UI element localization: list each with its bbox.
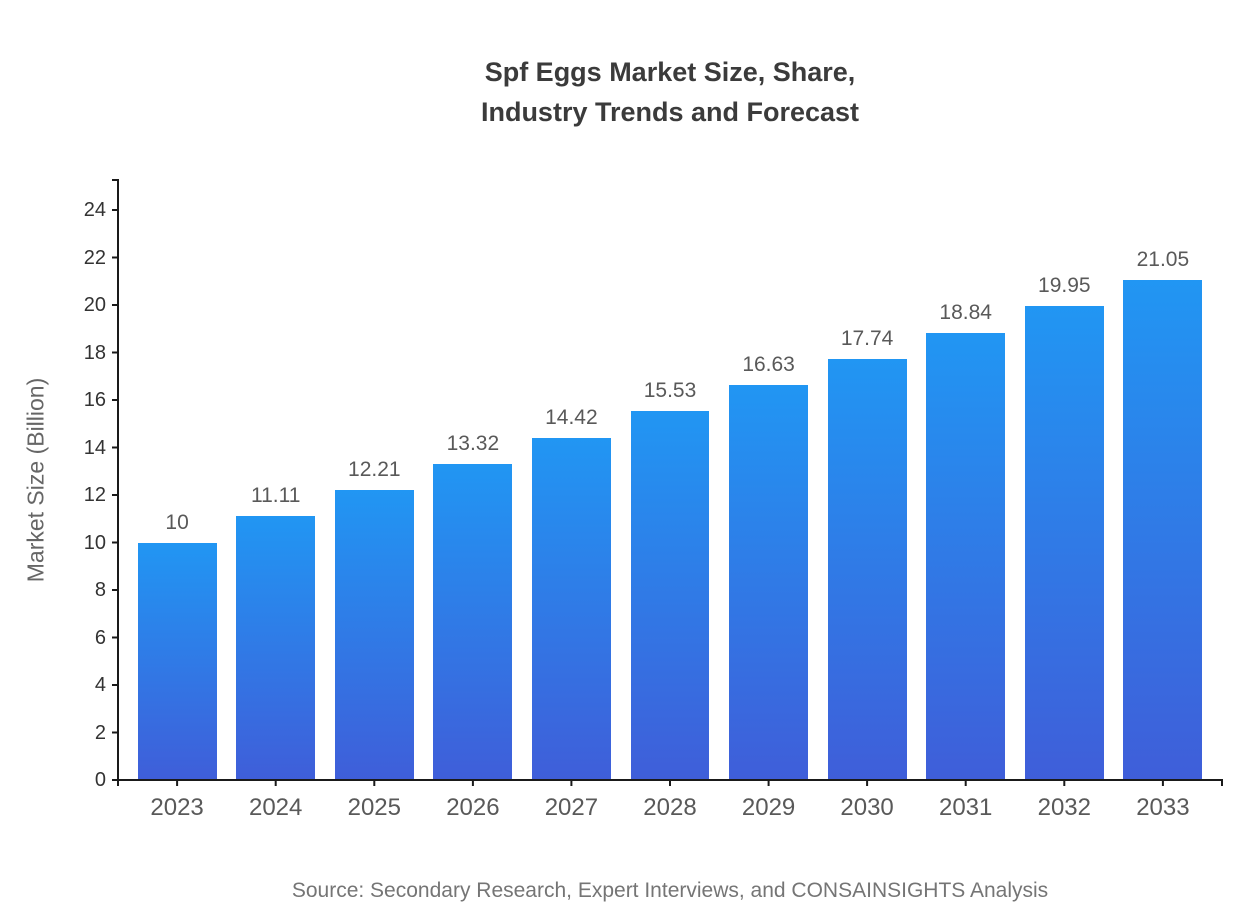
bar-2028 (630, 411, 710, 780)
bar-value-label: 12.21 (348, 458, 401, 481)
y-tick-label: 24 (83, 199, 106, 221)
bar-2026 (433, 463, 513, 780)
chart-title: Spf Eggs Market Size, Share, Industry Tr… (118, 52, 1222, 132)
x-tick-label: 2025 (347, 794, 401, 821)
bar-2023 (137, 542, 217, 780)
y-tick-label: 22 (83, 246, 106, 269)
bar-2024 (236, 516, 316, 780)
bar-value-label: 21.05 (1136, 248, 1190, 272)
x-tick-label: 2028 (643, 794, 697, 821)
bar-value-label: 15.53 (643, 379, 697, 403)
y-tick-label: 12 (83, 484, 106, 506)
bar-value-label: 14.42 (545, 405, 598, 429)
bar-2030 (827, 358, 907, 780)
y-tick-label: 0 (94, 769, 106, 791)
bar-value-label: 16.63 (742, 353, 795, 376)
bar-2029 (729, 385, 808, 780)
x-tick-label: 2029 (741, 794, 796, 821)
x-tick-label: 2033 (1136, 794, 1190, 821)
y-tick-label: 6 (94, 626, 106, 649)
bar-2032 (1024, 306, 1104, 780)
x-tick-label: 2030 (840, 794, 894, 821)
y-tick-label: 2 (94, 721, 106, 744)
bar-value-label: 17.74 (840, 326, 894, 350)
x-tick-label: 2032 (1037, 794, 1091, 821)
y-tick-label: 16 (83, 389, 106, 411)
y-tick-label: 20 (83, 294, 106, 316)
bar-value-label: 10 (165, 510, 189, 534)
bar-2027 (532, 437, 611, 780)
x-tick-label: 2031 (938, 794, 993, 821)
x-tick-label: 2023 (150, 794, 204, 821)
x-tick-label: 2027 (544, 794, 599, 821)
y-tick-label: 8 (94, 579, 106, 601)
bar-value-label: 11.11 (250, 484, 301, 508)
chart-title-line1: Spf Eggs Market Size, Share, (484, 57, 856, 87)
bar-2031 (926, 332, 1006, 780)
y-axis-line (112, 179, 119, 780)
y-tick-label: 4 (94, 674, 106, 696)
x-tick-label: 2024 (248, 794, 303, 821)
source-note: Source: Secondary Research, Expert Inter… (291, 879, 1049, 902)
x-tick-label: 2026 (446, 794, 500, 821)
bar-2033 (1123, 280, 1203, 780)
x-axis-line (117, 779, 1223, 786)
bar-value-label: 19.95 (1038, 274, 1091, 298)
y-tick-label: 14 (83, 436, 106, 459)
bar-value-label: 13.32 (446, 431, 500, 455)
y-tick-label: 10 (83, 531, 106, 554)
bar-value-label: 18.84 (939, 300, 992, 324)
bar-2025 (334, 490, 414, 780)
y-tick-label: 18 (83, 341, 106, 364)
chart-title-line2: Industry Trends and Forecast (480, 97, 860, 127)
